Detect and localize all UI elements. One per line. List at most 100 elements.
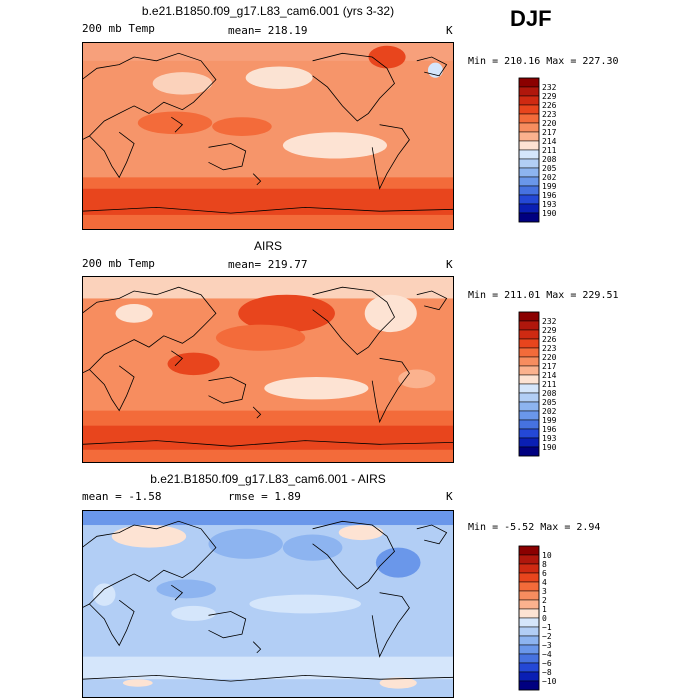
panel-3-units: K (446, 490, 453, 503)
colorbar-label-9: −2 (542, 632, 552, 641)
colorbar-label-3: 4 (542, 578, 547, 587)
map-band-1 (82, 656, 454, 680)
colorbar-frame (518, 545, 540, 691)
colorbar-label-11: 199 (542, 182, 557, 191)
colorbar-label-5: 217 (542, 362, 557, 371)
map-band-1 (82, 410, 454, 426)
map-region-10 (122, 679, 153, 687)
coastline-5 (416, 524, 448, 545)
coastline-2 (208, 143, 247, 171)
colorbar-swatch-8 (518, 149, 540, 160)
coastline-8 (82, 440, 454, 447)
map-region-9 (171, 605, 216, 621)
colorbar-swatch-9 (518, 392, 540, 403)
colorbar-label-3: 223 (542, 110, 557, 119)
colorbar-label-0: 232 (542, 83, 557, 92)
colorbar-label-5: 2 (542, 596, 547, 605)
colorbar-swatch-15 (518, 680, 540, 691)
map-frame (82, 510, 454, 698)
coastline-5 (416, 290, 448, 311)
colorbar-swatch-1 (518, 554, 540, 565)
coastline-4 (371, 357, 410, 424)
colorbar-swatch-11 (518, 410, 540, 421)
map-region-3 (338, 525, 384, 541)
panel-3-mean-label: mean = -1.58 (82, 490, 162, 503)
map-frame (82, 42, 454, 230)
panel-2-title: AIRS (253, 239, 282, 253)
map-region-6 (167, 352, 220, 376)
colorbar-label-3: 223 (542, 344, 557, 353)
map-region-8 (249, 594, 361, 614)
panel-1-map (82, 42, 454, 230)
colorbar-label-11: 199 (542, 416, 557, 425)
coastline-8 (82, 206, 454, 214)
colorbar-label-4: 220 (542, 119, 557, 128)
colorbar-label-2: 226 (542, 101, 557, 110)
map-region-7 (427, 62, 443, 78)
colorbar-frame (518, 77, 540, 223)
colorbar-swatch-0 (518, 311, 540, 322)
colorbar-label-14: 190 (542, 443, 557, 452)
colorbar-swatch-14 (518, 671, 540, 682)
coastline-6 (171, 584, 184, 601)
colorbar-label-7: 211 (542, 380, 557, 389)
map-region-9 (137, 111, 213, 135)
coastline-8 (82, 674, 454, 682)
map-region-8 (364, 294, 417, 333)
colorbar-swatch-13 (518, 428, 540, 439)
colorbar-swatch-2 (518, 95, 540, 106)
colorbar-swatch-5 (518, 122, 540, 133)
colorbar-label-0: 10 (542, 551, 552, 560)
map-region-10 (398, 369, 436, 389)
coastline-7 (252, 173, 262, 186)
colorbar-swatch-13 (518, 194, 540, 205)
colorbar-label-7: 211 (542, 146, 557, 155)
colorbar-label-10: −3 (542, 641, 552, 650)
colorbar-label-6: 214 (542, 371, 557, 380)
colorbar-swatch-12 (518, 185, 540, 196)
colorbar-swatch-11 (518, 644, 540, 655)
map-region-7 (264, 376, 369, 400)
map-region-11 (379, 677, 417, 689)
colorbar-swatch-5 (518, 590, 540, 601)
panel-3-rmse-label: rmse = 1.89 (228, 490, 301, 503)
colorbar-swatch-12 (518, 653, 540, 664)
colorbar-label-12: 196 (542, 191, 557, 200)
panel-1-left-label: 200 mb Temp (82, 22, 155, 35)
colorbar-swatch-11 (518, 176, 540, 187)
season-label: DJF (510, 6, 552, 31)
colorbar-label-10: 202 (542, 407, 557, 416)
panel-2-mean-label: mean= 219.77 (228, 258, 308, 271)
coastline-0 (82, 520, 217, 609)
map-region-6 (368, 45, 406, 69)
map-region-5 (245, 66, 313, 89)
colorbar-label-7: 0 (542, 614, 547, 623)
colorbar-label-9: 205 (542, 164, 557, 173)
map-region-6 (375, 547, 421, 578)
map-frame (82, 276, 454, 463)
panel-1-units: K (446, 24, 453, 37)
coastline-1 (89, 599, 135, 647)
panel-2-minmax: Min = 211.01 Max = 229.51 (468, 290, 619, 301)
coastline-6 (171, 116, 184, 133)
colorbar-swatch-13 (518, 662, 540, 673)
panel-2-colorbar: 2322292262232202172142112082052021991961… (518, 311, 557, 457)
colorbar-swatch-0 (518, 545, 540, 556)
map-region-4 (152, 72, 213, 95)
colorbar-swatch-15 (518, 212, 540, 223)
colorbar-label-1: 229 (542, 92, 557, 101)
panel-1-minmax: Min = 210.16 Max = 227.30 (468, 56, 619, 67)
colorbar-label-13: 193 (542, 200, 557, 209)
panel-1-title: b.e21.B1850.f09_g17.L83_cam6.001 (yrs 3-… (141, 4, 395, 18)
colorbar-swatch-2 (518, 563, 540, 574)
colorbar-swatch-12 (518, 419, 540, 430)
colorbar-label-8: 208 (542, 389, 557, 398)
coastline-4 (371, 592, 410, 658)
coastline-1 (89, 365, 135, 412)
colorbar-swatch-3 (518, 338, 540, 349)
colorbar-swatch-0 (518, 77, 540, 88)
colorbar-label-6: 214 (542, 137, 557, 146)
colorbar-swatch-14 (518, 437, 540, 448)
coastline-7 (252, 641, 262, 654)
coastline-2 (208, 376, 247, 404)
